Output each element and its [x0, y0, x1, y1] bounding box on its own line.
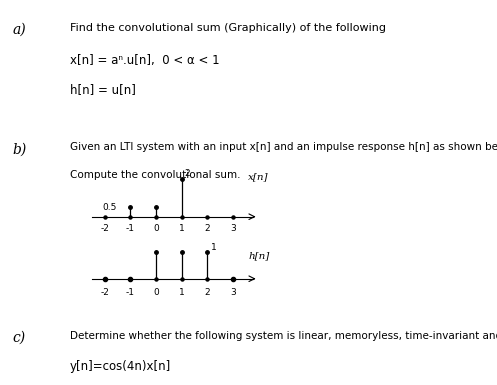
Text: y[n]=cos(4n)x[n]: y[n]=cos(4n)x[n]: [70, 360, 171, 373]
Text: h[n]: h[n]: [248, 252, 269, 261]
Text: h[n] = u[n]: h[n] = u[n]: [70, 83, 136, 96]
Text: 1: 1: [179, 224, 184, 233]
Text: x[n]: x[n]: [248, 172, 268, 181]
Text: 3: 3: [230, 224, 236, 233]
Text: -1: -1: [126, 288, 135, 297]
Text: 1: 1: [179, 288, 184, 297]
Text: Find the convolutional sum (Graphically) of the following: Find the convolutional sum (Graphically)…: [70, 23, 386, 33]
Text: -2: -2: [100, 288, 109, 297]
Text: 0.5: 0.5: [102, 203, 116, 212]
Text: 1: 1: [211, 243, 217, 252]
Text: b): b): [12, 142, 27, 156]
Text: 2: 2: [184, 169, 190, 178]
Text: a): a): [12, 23, 26, 37]
Text: x[n] = aⁿ.u[n],  0 < α < 1: x[n] = aⁿ.u[n], 0 < α < 1: [70, 54, 219, 67]
Text: 2: 2: [204, 224, 210, 233]
Text: 2: 2: [204, 288, 210, 297]
Text: 0: 0: [153, 224, 159, 233]
Text: 0: 0: [153, 288, 159, 297]
Text: Determine whether the following system is linear, memoryless, time-invariant and: Determine whether the following system i…: [70, 331, 497, 341]
Text: 3: 3: [230, 288, 236, 297]
Text: -1: -1: [126, 224, 135, 233]
Text: c): c): [12, 331, 25, 345]
Text: Compute the convolutional sum.: Compute the convolutional sum.: [70, 170, 240, 180]
Text: Given an LTI system with an input x[n] and an impulse response h[n] as shown bel: Given an LTI system with an input x[n] a…: [70, 142, 497, 152]
Text: -2: -2: [100, 224, 109, 233]
